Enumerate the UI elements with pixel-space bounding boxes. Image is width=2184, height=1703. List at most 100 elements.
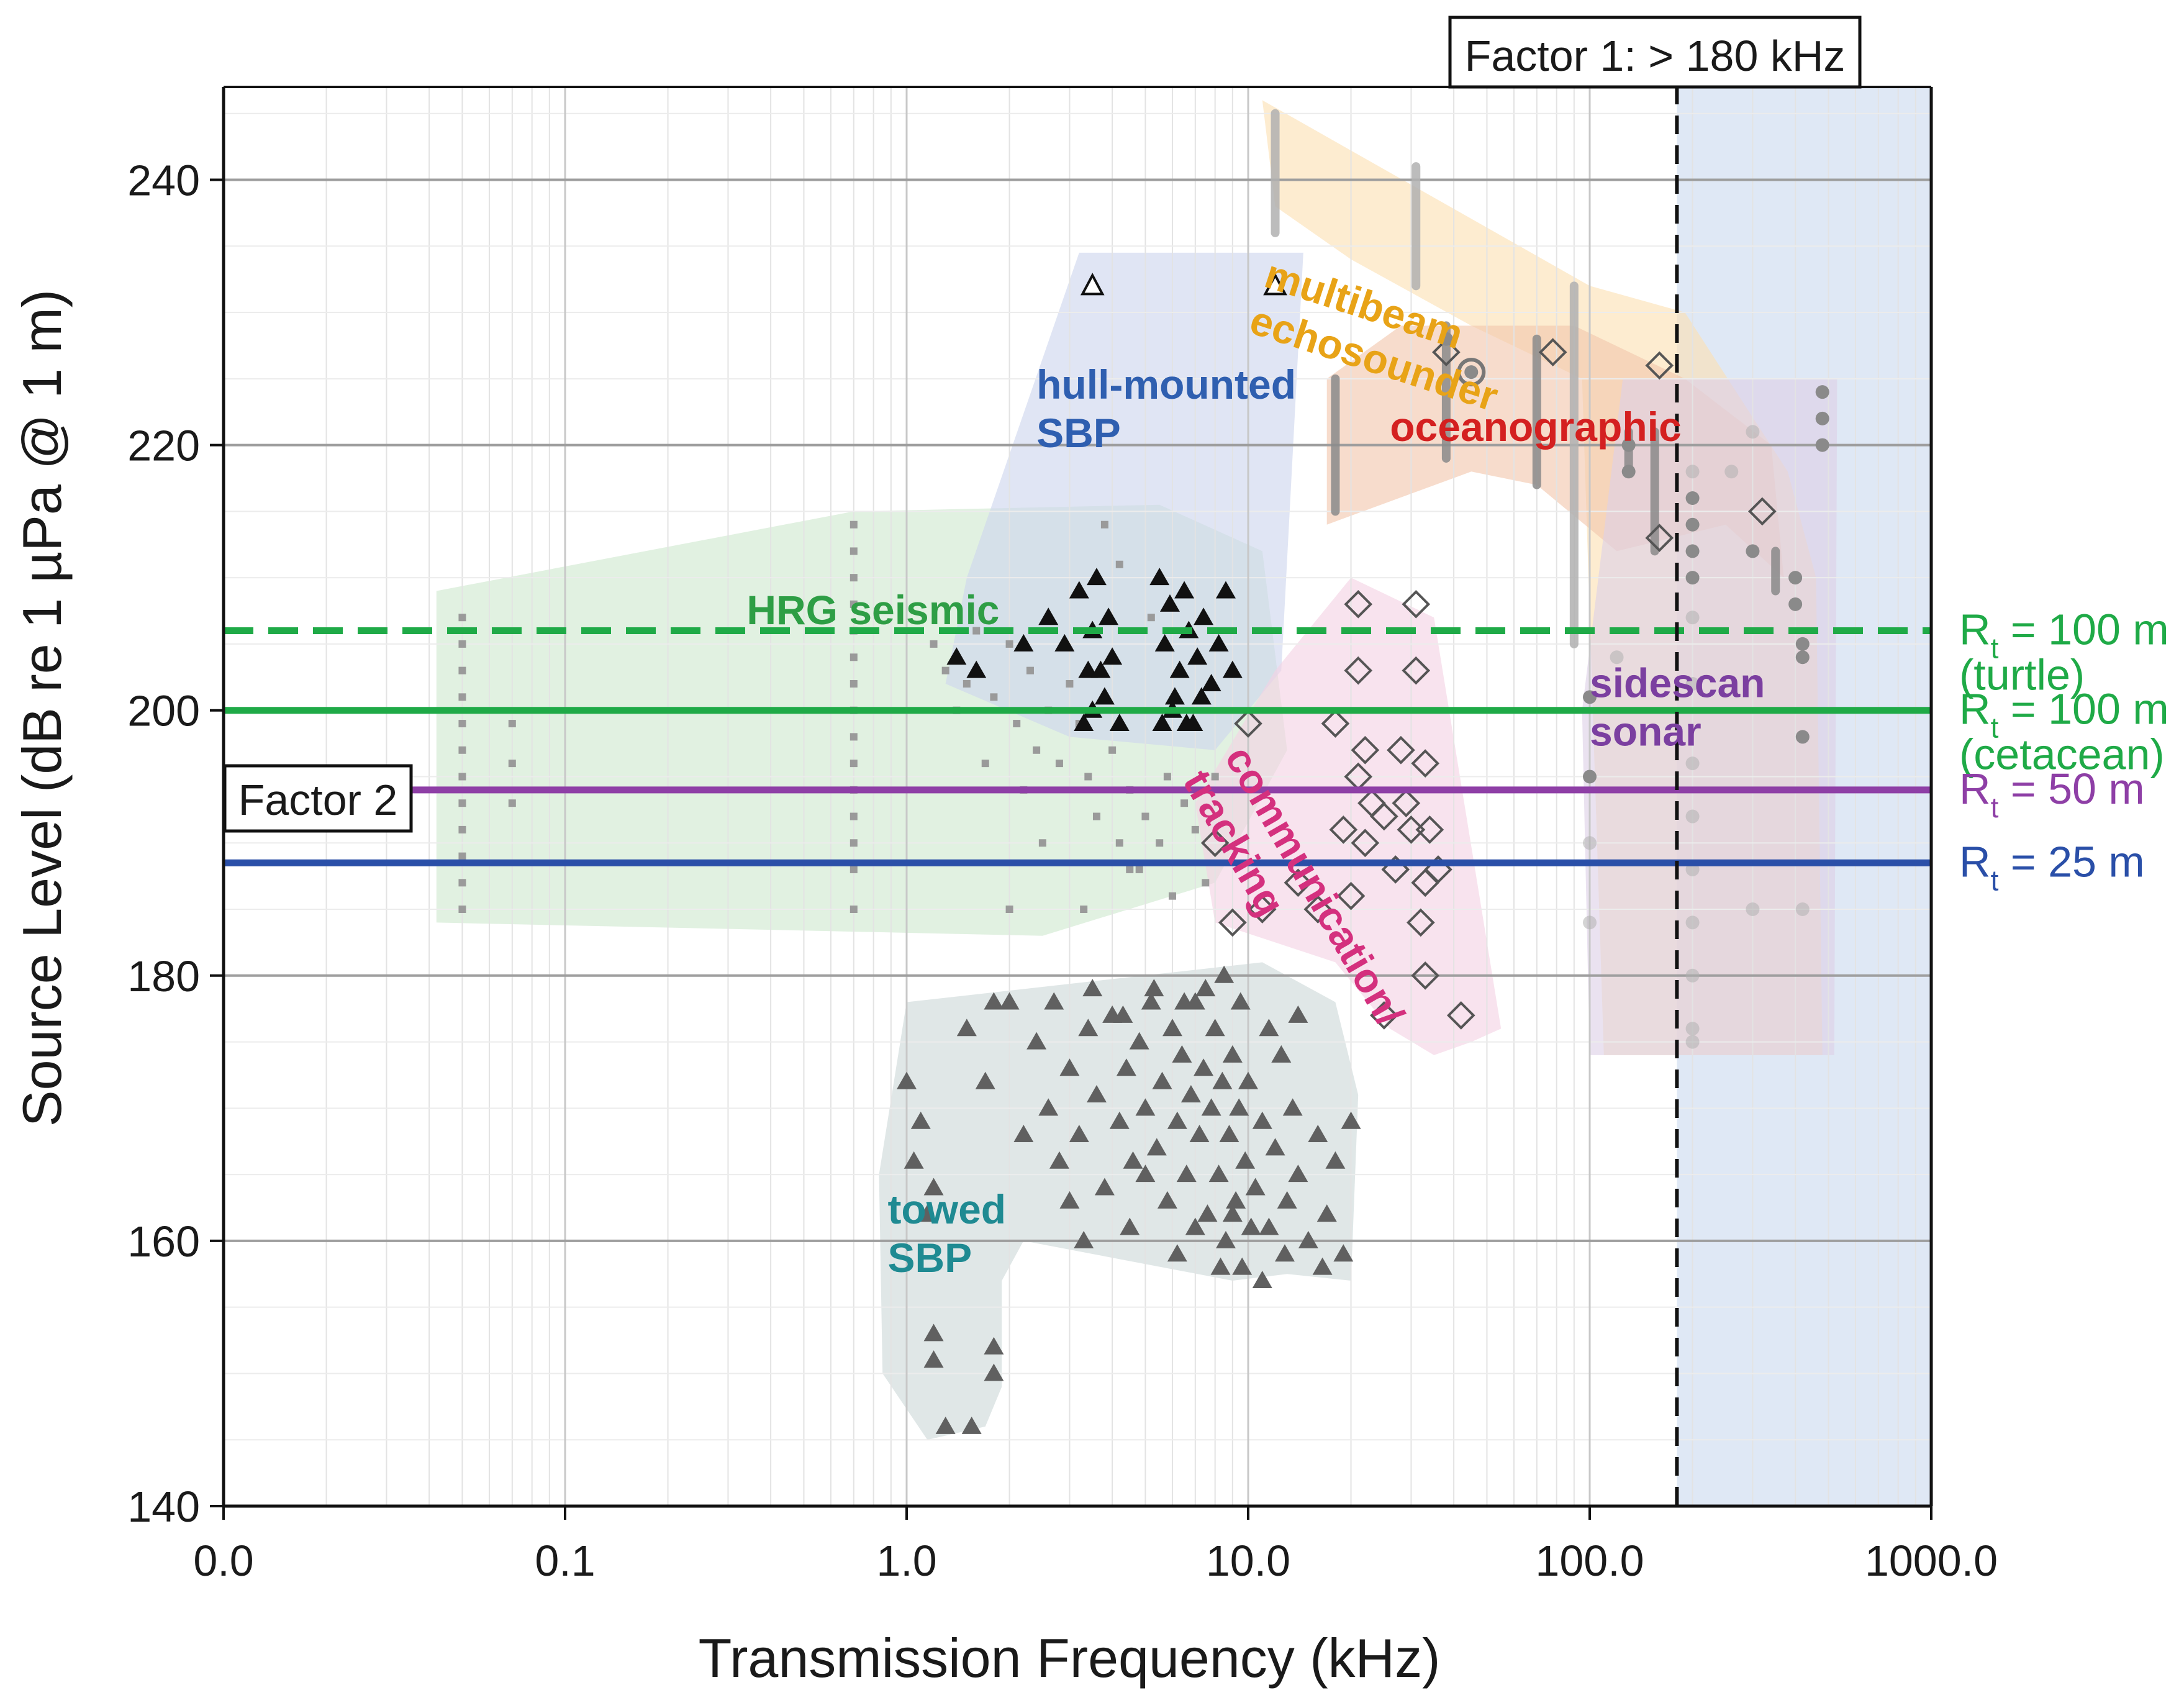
point-3-14 — [1013, 1125, 1034, 1143]
point-1-15 — [1159, 594, 1180, 612]
point-5-10 — [1788, 597, 1803, 611]
point-0-0 — [458, 614, 466, 622]
point-1-32 — [946, 647, 967, 665]
region-label-0: HRG seismic — [746, 587, 999, 633]
point-4-21 — [1336, 881, 1366, 911]
point-0-3 — [458, 693, 466, 701]
point-4-24 — [1248, 895, 1277, 924]
region-polygon-2 — [879, 962, 1359, 1440]
point-3-66 — [1333, 1244, 1354, 1262]
point-4-22 — [1407, 908, 1435, 937]
point-0-27 — [850, 839, 858, 847]
point-0-41 — [1066, 679, 1074, 688]
point-0-30 — [930, 640, 938, 648]
point-4-4 — [1234, 709, 1262, 738]
point-3-37 — [1180, 1084, 1201, 1102]
point-0-34 — [990, 693, 998, 701]
point-0-2 — [458, 666, 466, 674]
point-3-29 — [1141, 992, 1161, 1010]
point-3-9 — [984, 1337, 1004, 1355]
point-0-36 — [1013, 720, 1021, 728]
point-5-3 — [1621, 465, 1636, 479]
point-0-50 — [1141, 812, 1149, 820]
point-6-2 — [1685, 676, 1700, 691]
point-0-18 — [850, 600, 858, 608]
point-3-86 — [1059, 1191, 1080, 1209]
point-3-75 — [999, 992, 1020, 1010]
point-0-66 — [1126, 865, 1134, 873]
x-tick-label-0: 0.0 — [193, 1537, 253, 1585]
point-4-13 — [1415, 815, 1444, 844]
point-4-15 — [1200, 829, 1230, 858]
point-3-63 — [1308, 1125, 1328, 1143]
point-3-85 — [1288, 1005, 1308, 1023]
point-0-8 — [458, 825, 466, 833]
point-3-45 — [1212, 1071, 1233, 1089]
factor2-label: Factor 2 — [238, 776, 398, 824]
point-4-9 — [1411, 749, 1440, 778]
point-1-13 — [1149, 568, 1170, 586]
point-0-51 — [1156, 839, 1164, 847]
point-3-67 — [1341, 1111, 1361, 1129]
point-5-11 — [1795, 637, 1810, 651]
point-0-5 — [458, 746, 466, 754]
point-3-81 — [1195, 979, 1216, 997]
point-0-7 — [458, 799, 466, 807]
point-0-43 — [1084, 773, 1092, 781]
region-polygon-1 — [945, 252, 1303, 750]
point-0-58 — [1038, 839, 1046, 847]
point-1-6 — [1094, 687, 1115, 705]
point-5-0 — [1439, 332, 1453, 346]
point-3-16 — [1038, 1098, 1059, 1116]
point-0-47 — [1115, 839, 1123, 847]
point-3-79 — [1144, 979, 1164, 997]
point-4-11 — [1392, 789, 1421, 818]
point-0-33 — [972, 627, 981, 635]
point-1-16 — [1164, 687, 1185, 705]
point-0-55 — [1202, 879, 1210, 887]
point-0-60 — [1115, 560, 1123, 568]
point-3-61 — [1288, 1165, 1308, 1183]
point-1-7 — [1099, 607, 1119, 625]
point-0-29 — [850, 906, 858, 914]
point-0-52 — [1168, 892, 1176, 900]
point-3-90 — [1252, 1270, 1272, 1288]
point-3-77 — [1082, 979, 1103, 997]
point-3-18 — [1059, 1058, 1080, 1076]
point-5-14 — [1583, 690, 1597, 704]
x-tick-label-4: 100.0 — [1535, 1537, 1644, 1585]
point-1-22 — [1194, 607, 1214, 625]
region-label-6: sidescan sonar — [1590, 660, 1765, 754]
y-tick-label-2: 180 — [127, 952, 200, 1001]
point-1-2 — [1069, 581, 1089, 599]
point-5-12 — [1795, 650, 1810, 665]
point-3-82 — [1214, 965, 1235, 983]
point-3-83 — [1230, 992, 1251, 1010]
point-3-22 — [1094, 1178, 1115, 1196]
point-3-65 — [1325, 1151, 1346, 1169]
point-0-49 — [1135, 865, 1143, 873]
point-6-11 — [1746, 425, 1760, 439]
point-0-14 — [508, 799, 516, 807]
point-3-12 — [961, 1416, 982, 1434]
point-3-32 — [1157, 1191, 1177, 1209]
point-3-49 — [1226, 1191, 1246, 1209]
y-axis-title: Source Level (dB re 1 µPa @ 1 m) — [11, 289, 73, 1127]
point-3-21 — [1086, 1084, 1107, 1102]
point-3-44 — [1208, 1165, 1229, 1183]
point-3-47 — [1219, 1125, 1239, 1143]
point-0-10 — [458, 879, 466, 887]
point-3-74 — [1312, 1257, 1333, 1275]
point-3-57 — [1265, 1138, 1285, 1156]
y-tick-label-1: 160 — [127, 1217, 200, 1266]
point-1-30 — [1191, 687, 1212, 705]
point-0-20 — [850, 653, 858, 661]
point-4-14 — [1351, 829, 1380, 858]
threshold-label-3: Rt = 25 m — [1959, 837, 2145, 896]
point-4-3 — [1402, 656, 1431, 685]
point-5-6 — [1685, 544, 1700, 558]
point-0-56 — [1211, 773, 1219, 781]
point-3-2 — [910, 1111, 931, 1129]
point-6-1 — [1685, 611, 1700, 625]
